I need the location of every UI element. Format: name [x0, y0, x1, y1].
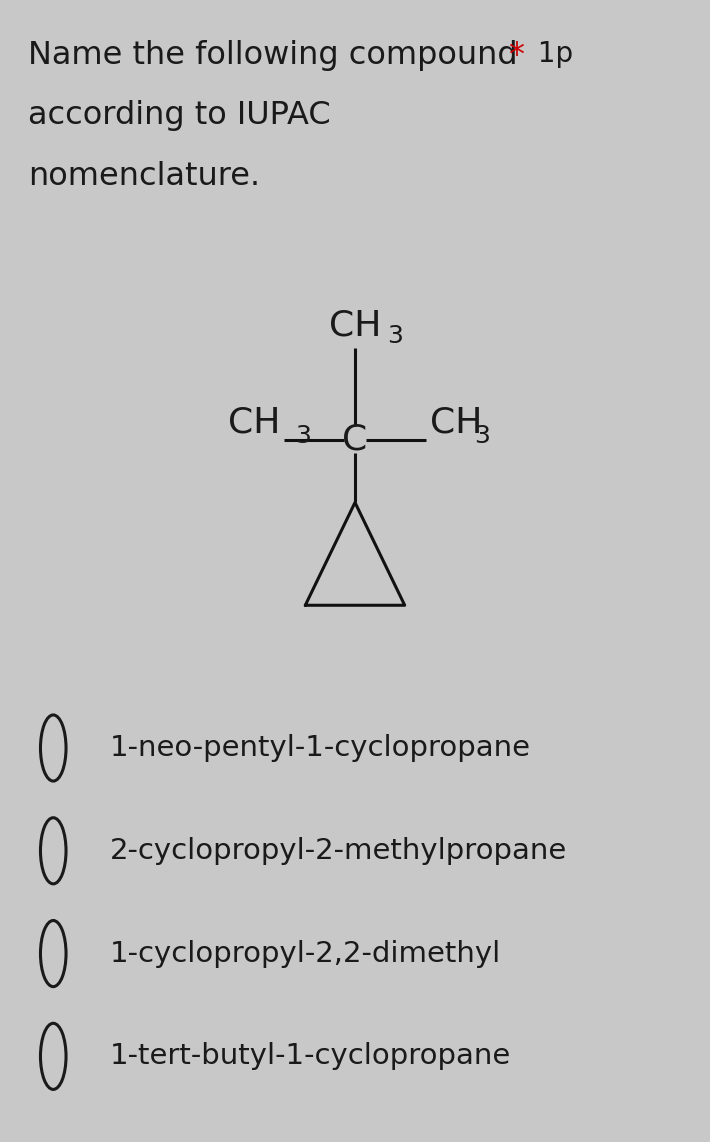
Text: C: C — [342, 423, 368, 457]
Text: 3: 3 — [474, 424, 490, 449]
Text: CH: CH — [228, 405, 280, 440]
Text: CH: CH — [329, 308, 381, 343]
Text: *: * — [508, 40, 524, 71]
Text: 3: 3 — [295, 424, 310, 449]
Text: 1-cyclopropyl-2,2-dimethyl: 1-cyclopropyl-2,2-dimethyl — [110, 940, 501, 967]
Text: Name the following compound: Name the following compound — [28, 40, 528, 71]
Text: according to IUPAC: according to IUPAC — [28, 100, 331, 131]
Text: CH: CH — [430, 405, 482, 440]
Text: 2-cyclopropyl-2-methylpropane: 2-cyclopropyl-2-methylpropane — [110, 837, 567, 864]
Text: 1p: 1p — [529, 40, 573, 69]
Text: 3: 3 — [387, 324, 403, 348]
Text: 1-neo-pentyl-1-cyclopropane: 1-neo-pentyl-1-cyclopropane — [110, 734, 531, 762]
Text: nomenclature.: nomenclature. — [28, 161, 261, 192]
Text: 1-tert-butyl-1-cyclopropane: 1-tert-butyl-1-cyclopropane — [110, 1043, 511, 1070]
